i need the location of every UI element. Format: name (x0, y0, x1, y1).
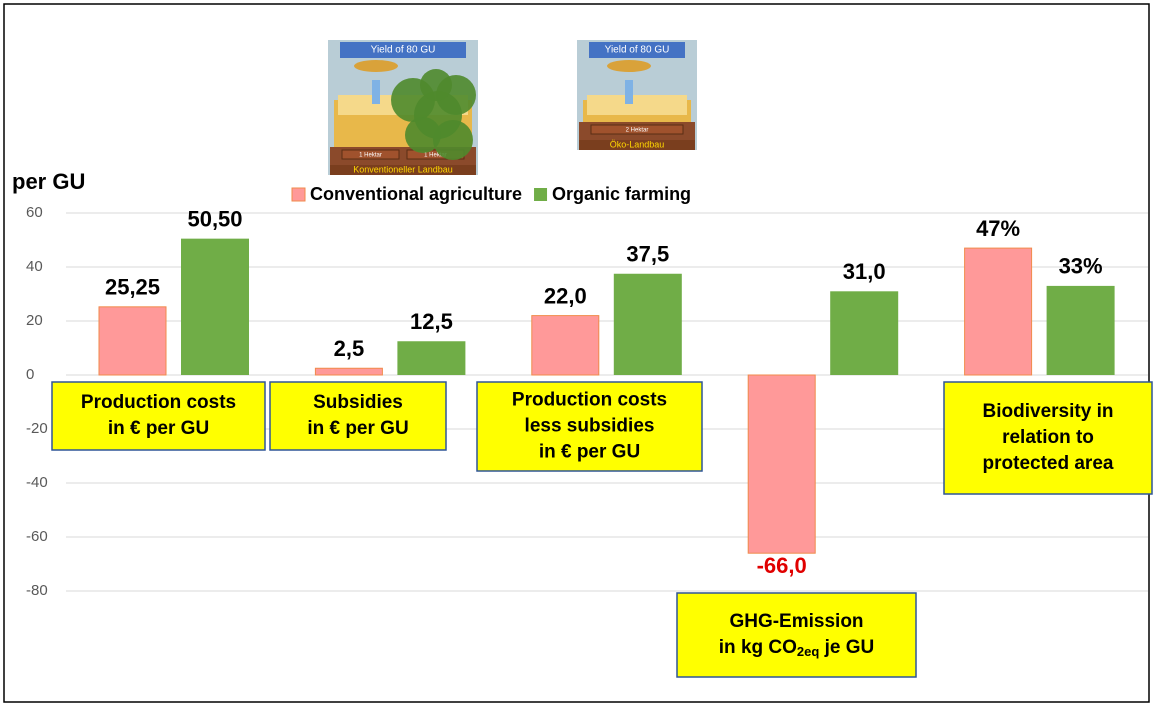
value-label: 12,5 (410, 309, 453, 334)
legend-label: Organic farming (552, 184, 691, 204)
value-label: 37,5 (626, 242, 669, 267)
caption: Yield of 80 GU (605, 45, 670, 56)
field-highlight (587, 95, 687, 115)
arrow (372, 80, 380, 104)
y-tick-label: 20 (26, 312, 43, 329)
bar (314, 367, 383, 376)
illustration-label: Konventioneller Landbau (353, 164, 453, 174)
category-label: GHG-Emission (729, 611, 863, 632)
bar (613, 273, 682, 375)
category-label: in € per GU (307, 418, 408, 439)
value-label: 2,5 (334, 336, 365, 361)
bar (830, 291, 899, 375)
plot-label: 2 Hektar (626, 128, 649, 134)
category-label-part: je GU (819, 637, 874, 658)
value-label: -66,0 (757, 553, 807, 578)
bar (747, 374, 816, 554)
category-label: relation to (1002, 427, 1094, 448)
y-tick-label: -40 (26, 474, 48, 491)
bar (181, 238, 249, 375)
value-label: 50,50 (187, 206, 242, 231)
plot-label: 1 Hektar (359, 153, 382, 159)
category-label: protected area (983, 453, 1114, 474)
y-tick-label: -80 (26, 582, 48, 599)
bar (397, 341, 466, 375)
plot-sign (590, 124, 684, 135)
category-label: in € per GU (108, 418, 209, 439)
grain (354, 60, 398, 72)
category-box (51, 381, 266, 451)
value-label: 22,0 (544, 283, 587, 308)
legend-swatch (291, 187, 306, 202)
category-box (476, 381, 703, 472)
legend-label: Conventional agriculture (310, 184, 522, 204)
y-axis-label: per GU (12, 169, 85, 194)
value-label: 25,25 (105, 275, 160, 300)
category-label: in € per GU (539, 442, 640, 463)
category-label: Production costs (512, 390, 667, 411)
y-tick-label: 0 (26, 366, 34, 383)
value-label: 33% (1059, 254, 1103, 279)
label-bar (330, 165, 476, 175)
y-tick-label: 60 (26, 204, 43, 221)
category-box (943, 381, 1153, 495)
bar (964, 247, 1033, 376)
arrow (625, 80, 633, 104)
grain (607, 60, 651, 72)
illustration-label: Öko-Landbau (610, 139, 665, 149)
label-bar (579, 140, 695, 150)
y-tick-label: 40 (26, 258, 43, 275)
category-box (269, 381, 447, 451)
bar (1046, 285, 1115, 375)
category-label: in kg CO2eq je GU (719, 637, 874, 659)
bar (98, 306, 167, 376)
category-label: less subsidies (525, 416, 655, 437)
plot-sign (341, 149, 400, 160)
tree (420, 69, 452, 101)
plot-label: 1 Hektar (424, 153, 447, 159)
value-label: 47% (976, 216, 1020, 241)
tree (433, 120, 473, 160)
value-label: 31,0 (843, 259, 886, 284)
category-box (676, 592, 917, 678)
bar (531, 315, 600, 376)
caption: Yield of 80 GU (371, 45, 436, 56)
caption-banner (589, 42, 685, 58)
legend-swatch (534, 188, 548, 201)
subscript: 2eq (797, 644, 819, 659)
category-label: Subsidies (313, 392, 403, 413)
tree (405, 117, 441, 153)
y-tick-label: -20 (26, 420, 48, 437)
category-label-part: in kg CO (719, 637, 797, 658)
caption-banner (340, 42, 466, 58)
category-label: Biodiversity in (983, 401, 1114, 422)
category-label: Production costs (81, 392, 236, 413)
y-tick-label: -60 (26, 528, 48, 545)
